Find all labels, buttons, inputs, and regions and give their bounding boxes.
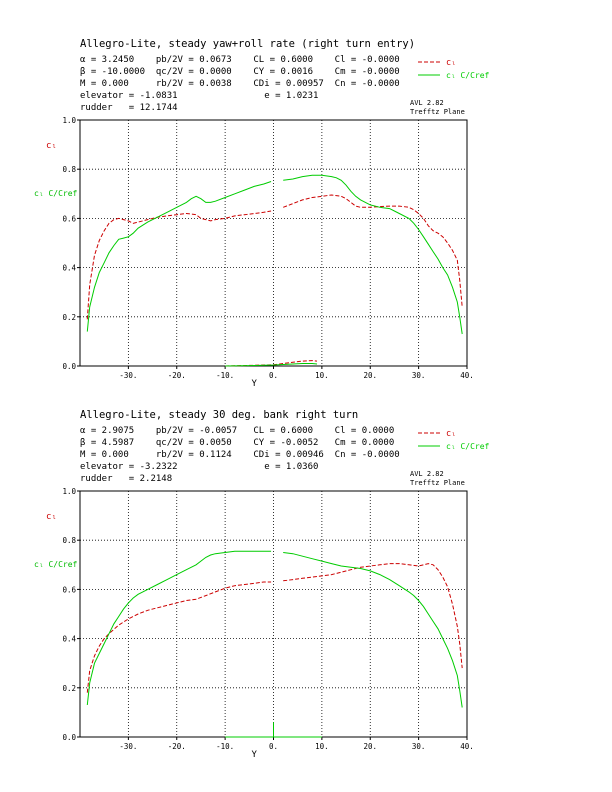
param-line: M = 0.000 rb/2V = 0.0038 CDi = 0.00957 C…: [80, 79, 400, 89]
series-line-1-seg-1: [283, 552, 463, 708]
plane-label: Trefftz Plane: [410, 108, 465, 116]
legend-label-cl: cₗ: [446, 429, 456, 439]
chart-panel-bottom: Allegro-Lite, steady 30 deg. bank right …: [0, 371, 612, 767]
y-tick-label: 0.4: [62, 264, 76, 273]
series-line-1-seg-0: [86, 550, 272, 706]
x-tick-label: 30.: [412, 742, 426, 751]
series-line-0-seg-1: [283, 194, 463, 308]
y-tick-label: 0.4: [62, 635, 76, 644]
param-line: α = 2.9075 pb/2V = -0.0057 CL = 0.6000 C…: [80, 426, 395, 436]
legend-label-cl: cₗ: [446, 58, 456, 68]
param-line: elevator = -3.2322 e = 1.0360: [80, 462, 319, 472]
param-line: β = -10.0000 qc/2V = 0.0000 CY = 0.0016 …: [80, 67, 400, 77]
x-tick-label: -20.: [168, 371, 186, 380]
x-tick-label: 0.: [269, 371, 278, 380]
program-label: AVL 2.82: [410, 99, 444, 107]
y-tick-label: 0.6: [62, 585, 76, 594]
legend-label-clc: cₗ C/Cref: [446, 442, 490, 451]
y-tick-label: 1.0: [62, 487, 76, 496]
chart-title: Allegro-Lite, steady yaw+roll rate (righ…: [80, 38, 416, 50]
x-tick-label: 20.: [363, 742, 377, 751]
series-line-1-seg-1: [283, 174, 463, 335]
plane-label: Trefftz Plane: [410, 479, 465, 487]
y-tick-label: 0.2: [62, 684, 76, 693]
chart-panel-top: Allegro-Lite, steady yaw+roll rate (righ…: [34, 38, 490, 389]
y-tick-label: 0.8: [62, 165, 76, 174]
param-line: rudder = 12.1744: [80, 103, 178, 113]
legend-label-clc: cₗ C/Cref: [446, 71, 490, 80]
param-line: β = 4.5987 qc/2V = 0.0050 CY = -0.0052 C…: [80, 438, 395, 448]
x-tick-label: -10.: [216, 742, 234, 751]
y-tick-label: 1.0: [62, 116, 76, 125]
chart-title: Allegro-Lite, steady 30 deg. bank right …: [80, 409, 359, 421]
y-tick-label: 0.0: [62, 362, 76, 371]
x-tick-label: 10.: [315, 742, 329, 751]
series-line-0-seg-0: [86, 210, 272, 320]
series-line-1-seg-0: [86, 181, 272, 332]
x-tick-label: 20.: [363, 371, 377, 380]
x-axis-label: Y: [251, 379, 257, 389]
x-tick-label: -20.: [168, 742, 186, 751]
x-tick-label: 40.: [460, 742, 474, 751]
program-label: AVL 2.82: [410, 470, 444, 478]
y-tick-label: 0.6: [62, 214, 76, 223]
param-line: M = 0.000 rb/2V = 0.1124 CDi = 0.00946 C…: [80, 450, 400, 460]
x-tick-label: -30.: [119, 371, 137, 380]
chart-svg: -30. -20. -10. 0. 10. 20. 30. 40. 0.0 0.2 0.4 0.6 0.…: [34, 58, 490, 389]
chart-svg: -30. -20. -10. 0. 10. 20. 30. 40. 0.0 0.2 0.4 0.6 0.…: [34, 429, 490, 760]
y-axis-label-cl: cₗ: [46, 141, 57, 151]
series-line-3-seg-0: [225, 722, 322, 738]
x-tick-label: -10.: [216, 371, 234, 380]
x-tick-label: 30.: [412, 371, 426, 380]
y-tick-label: 0.8: [62, 536, 76, 545]
y-axis-label-clc: cₗ C/Cref: [34, 189, 78, 198]
x-axis-label: Y: [251, 750, 257, 760]
y-tick-label: 0.2: [62, 313, 76, 322]
x-tick-label: -30.: [119, 742, 137, 751]
y-tick-label: 0.0: [62, 733, 76, 742]
y-axis-label-clc: cₗ C/Cref: [34, 560, 78, 569]
x-tick-label: 40.: [460, 371, 474, 380]
param-line: elevator = -1.0831 e = 1.0231: [80, 91, 319, 101]
x-tick-label: 10.: [315, 371, 329, 380]
series-line-3-seg-0: [225, 363, 318, 367]
y-axis-label-cl: cₗ: [46, 512, 57, 522]
series-line-0-seg-0: [86, 581, 272, 693]
param-line: α = 3.2450 pb/2V = 0.0673 CL = 0.6000 Cl…: [80, 55, 400, 65]
x-tick-label: 0.: [269, 742, 278, 751]
series-line-0-seg-1: [283, 563, 463, 669]
param-line: rudder = 2.2148: [80, 474, 173, 484]
